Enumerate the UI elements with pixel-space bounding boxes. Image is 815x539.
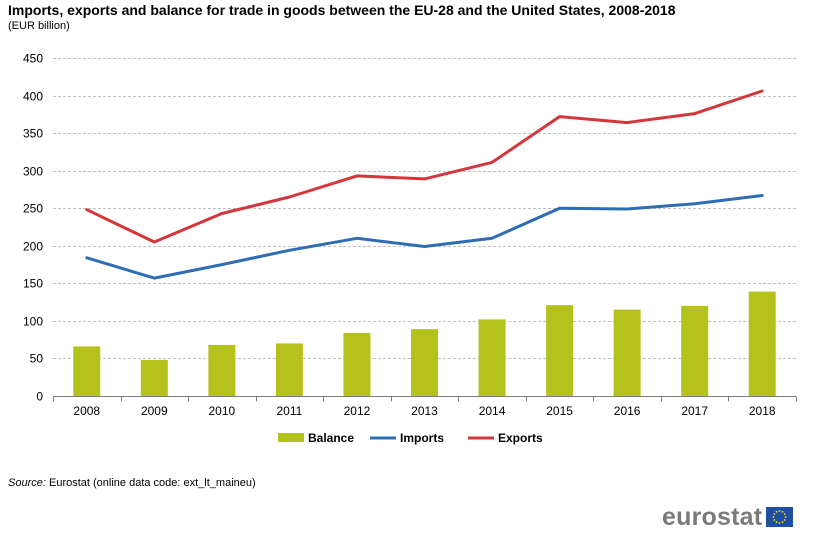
- line-imports: [85, 194, 764, 280]
- bar-balance: [73, 346, 101, 396]
- y-tick-label: 50: [30, 352, 44, 366]
- legend-label-imports: Imports: [400, 431, 444, 445]
- bar-balance: [411, 329, 438, 396]
- x-tick-label: 2015: [546, 404, 573, 418]
- y-tick-label: 200: [23, 240, 43, 254]
- x-tick-label: 2017: [681, 404, 708, 418]
- bar-balance: [343, 332, 371, 396]
- y-tick-label: 350: [23, 127, 43, 141]
- x-tick-label: 2016: [614, 404, 641, 418]
- legend-label-balance: Balance: [308, 431, 354, 445]
- bar-balance: [208, 344, 236, 396]
- bar-balance: [681, 305, 709, 396]
- x-tick-label: 2012: [344, 404, 371, 418]
- bar-balance: [478, 319, 506, 396]
- bar-balance: [140, 359, 168, 396]
- chart-title: Imports, exports and balance for trade i…: [8, 2, 676, 18]
- y-tick-label: 300: [23, 165, 43, 179]
- source-text: Eurostat (online data code: ext_lt_maine…: [48, 477, 256, 489]
- x-tick-label: 2013: [411, 404, 438, 418]
- legend-swatch-balance: [278, 433, 304, 442]
- eurostat-logo: eurostat: [662, 503, 794, 531]
- bar-balance: [546, 305, 574, 396]
- source-note: Source: Eurostat (online data code: ext_…: [8, 477, 256, 489]
- logo-text: eurostat: [662, 503, 763, 531]
- x-tick-label: 2018: [749, 404, 776, 418]
- x-tick-label: 2014: [479, 404, 506, 418]
- chart-subtitle: (EUR billion): [8, 20, 70, 32]
- y-tick-label: 150: [23, 277, 43, 291]
- x-tick-label: 2010: [209, 404, 236, 418]
- eu-flag-icon: [766, 507, 794, 527]
- x-tick-label: 2009: [141, 404, 168, 418]
- x-tick-label: 2011: [277, 404, 303, 418]
- legend-label-exports: Exports: [498, 431, 543, 445]
- y-tick-label: 450: [23, 52, 43, 66]
- x-tick-label: 2008: [73, 404, 100, 418]
- y-tick-label: 100: [23, 315, 43, 329]
- y-tick-label: 0: [36, 390, 43, 404]
- bar-balance: [613, 309, 641, 396]
- bar-balance: [748, 291, 776, 396]
- line-exports: [85, 89, 764, 244]
- source-label: Source:: [8, 477, 46, 489]
- y-tick-label: 400: [23, 90, 43, 104]
- y-tick-label: 250: [23, 202, 43, 216]
- bar-balance: [275, 343, 303, 396]
